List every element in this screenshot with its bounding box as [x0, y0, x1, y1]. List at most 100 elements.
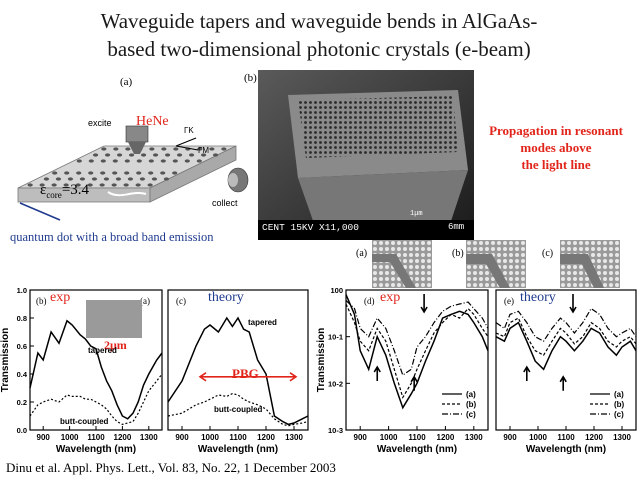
arrow-up-icon — [410, 375, 418, 391]
x-tick-label: 1300 — [613, 433, 631, 442]
x-tick-label: 900 — [175, 433, 189, 442]
x-tick-label: 1000 — [201, 433, 219, 442]
note-line3: the light line — [521, 157, 591, 172]
butt-coupled-label-1: butt-coupled — [60, 417, 109, 426]
x-axis-label: Wavelength (nm) — [56, 444, 136, 455]
lattice-hole — [113, 147, 119, 151]
lattice-hole — [116, 153, 123, 157]
lattice-hole — [43, 177, 50, 181]
lattice-hole — [55, 177, 62, 181]
x-axis-label: Wavelength (nm) — [377, 444, 457, 455]
x-axis-label: Wavelength (nm) — [198, 444, 278, 455]
lattice-hole — [103, 177, 110, 181]
excite-label: excite — [88, 118, 112, 128]
panel-e-label: (e) — [504, 296, 514, 306]
hene-label: HeNe — [136, 114, 169, 129]
sem-hole-array — [298, 96, 458, 158]
lattice-hole — [91, 177, 98, 181]
bend-inset-c-label: (c) — [542, 248, 554, 259]
bend-inset-b-label: (b) — [452, 248, 464, 259]
lattice-hole — [104, 153, 111, 157]
exp-right-label: exp — [380, 290, 401, 305]
butt-coupled-label-2: butt-coupled — [214, 405, 263, 414]
x-tick-label: 900 — [37, 433, 51, 442]
lattice-hole — [127, 177, 134, 181]
lattice-hole — [51, 183, 57, 187]
lattice-hole — [163, 177, 170, 181]
series-line-2 — [345, 299, 489, 377]
lattice-hole — [92, 153, 99, 157]
y-tick-label: 100 — [330, 286, 343, 295]
arrow-up-icon — [373, 365, 381, 381]
y-tick-label: 10-3 — [328, 426, 343, 435]
pbg-label: PBG — [232, 366, 259, 381]
y-tick-label: 0.2 — [17, 398, 27, 407]
plot-frame — [495, 289, 637, 431]
y-tick-label: 0.4 — [17, 370, 28, 379]
qd-pointer-arrow — [19, 202, 61, 221]
lattice-hole — [164, 153, 171, 157]
quantum-dot-note: quantum dot with a broad band emission — [10, 230, 214, 244]
lattice-hole — [196, 159, 202, 163]
note-line1: Propagation in resonant — [489, 123, 623, 138]
lattice-hole — [112, 171, 118, 175]
lattice-hole — [124, 159, 130, 163]
sem-info-bar: CENT 15KV X11,000 — [262, 222, 359, 233]
slab-side — [149, 145, 237, 203]
gamma-m-label: ΓM — [198, 146, 210, 155]
photonic-slab-diagram — [17, 125, 249, 221]
sem-scale-label: 1μm — [410, 210, 423, 218]
gamma-k-arrow — [175, 137, 197, 147]
lattice-hole — [188, 153, 195, 157]
lattice-hole — [125, 147, 131, 151]
lattice-hole — [99, 183, 105, 187]
x-tick-label: 1100 — [408, 433, 426, 442]
tapered-inset-label: tapered — [88, 346, 117, 355]
series-line-1 — [495, 317, 637, 356]
bend-inset-a — [372, 240, 432, 288]
lattice-hole — [64, 171, 70, 175]
x-tick-label: 1200 — [257, 433, 275, 442]
theory-right-label: theory — [520, 290, 556, 305]
lattice-hole — [123, 183, 129, 187]
y-axis-label: Transmission — [316, 328, 327, 392]
figure-a-schematic: (a) excite HeNe ΓK ΓM collect εcore=3.4 — [0, 68, 255, 248]
y-tick-label: 10-2 — [328, 379, 343, 388]
slide-title-line1: Waveguide tapers and waveguide bends in … — [100, 9, 538, 33]
lattice-hole — [147, 183, 153, 187]
bend-inset-c — [560, 240, 620, 288]
sem-corner-label: 6mm — [448, 222, 465, 232]
lattice-hole — [39, 183, 45, 187]
x-tick-label: 1000 — [61, 433, 79, 442]
lattice-hole — [87, 183, 93, 187]
lattice-hole — [67, 177, 74, 181]
taper-inset-image — [86, 300, 142, 338]
figure-b-sem-image: (b) CENT 15KV X11,000 1μm 6mm — [244, 70, 474, 240]
lattice-hole — [76, 159, 82, 163]
panel-b-label: (b) — [36, 296, 47, 306]
lattice-hole — [52, 171, 58, 175]
y-tick-label: 0.6 — [17, 342, 27, 351]
legend-label: (b) — [466, 400, 477, 409]
lattice-hole — [111, 183, 117, 187]
lattice-hole — [112, 159, 118, 163]
y-tick-label: 0.0 — [17, 426, 27, 435]
arrow-down-icon — [569, 294, 577, 314]
x-tick-label: 1200 — [585, 433, 603, 442]
lattice-hole — [115, 177, 122, 181]
exp-left-label: exp — [50, 290, 71, 305]
panel-d-label: (d) — [364, 296, 375, 306]
lattice-hole — [172, 159, 178, 163]
note-line2: modes above — [520, 140, 592, 155]
x-tick-label: 1100 — [87, 433, 105, 442]
y-axis-label: Transmission — [0, 328, 11, 392]
eps-value: =3.4 — [61, 182, 90, 198]
lattice-hole — [88, 159, 94, 163]
legend-label: (a) — [614, 390, 624, 399]
figure-b-label: (b) — [244, 72, 257, 84]
lattice-hole — [124, 171, 130, 175]
lattice-hole — [76, 171, 82, 175]
citation: Dinu et al. Appl. Phys. Lett., Vol. 83, … — [6, 460, 336, 475]
figure-a-label: (a) — [120, 76, 133, 88]
slide-title-line2: based two-dimensional photonic crystals … — [107, 37, 531, 61]
